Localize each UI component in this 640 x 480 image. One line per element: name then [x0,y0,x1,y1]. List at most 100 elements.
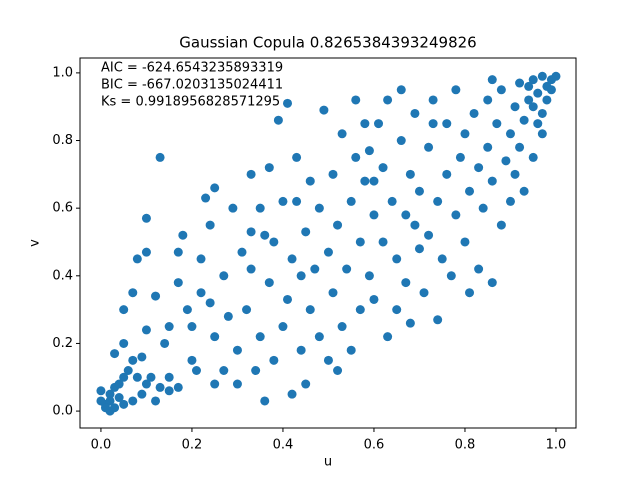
point [487,278,497,288]
point [155,382,165,392]
point [201,193,211,203]
point [237,247,247,257]
point [378,163,388,173]
point [292,196,302,206]
point [246,227,256,237]
point [128,355,138,365]
point [219,271,229,281]
point [396,136,406,146]
point [364,271,374,281]
point [205,220,215,230]
point [305,305,315,315]
point [96,396,106,406]
point [182,305,192,315]
point [333,220,343,230]
point [187,355,197,365]
point [492,119,502,129]
point [251,366,261,376]
point [319,105,329,115]
point [328,169,338,179]
plot-area [96,71,561,416]
x-tick-label: 0.4 [273,438,294,453]
point [196,288,206,298]
point [510,102,520,112]
point [451,210,461,220]
point [301,379,311,389]
point [474,264,484,274]
point [246,264,256,274]
x-tick-label: 0.2 [182,438,203,453]
point [369,176,379,186]
y-tick-label: 0.8 [52,133,73,148]
point [483,95,493,105]
point [355,305,365,315]
point [528,75,538,85]
y-tick-label: 0.6 [52,201,73,216]
point [392,305,402,315]
point [533,88,543,98]
point [451,85,461,95]
point [337,322,347,332]
point [260,396,270,406]
point [355,237,365,247]
point [392,254,402,264]
point [151,291,161,301]
point [114,379,124,389]
point [405,169,415,179]
point [278,322,288,332]
point [537,108,547,118]
point [119,338,129,348]
point [128,288,138,298]
point [346,196,356,206]
point [396,85,406,95]
point [369,210,379,220]
point [401,210,411,220]
point [264,278,274,288]
x-tick-label: 0.8 [455,438,476,453]
point [424,142,434,152]
point [160,338,170,348]
point [310,264,320,274]
point [515,78,525,88]
point [360,119,370,129]
point [515,142,525,152]
point [296,271,306,281]
point [283,98,293,108]
point [232,345,242,355]
point [292,152,302,162]
point [137,389,147,399]
point [164,386,174,396]
point [219,366,229,376]
point [414,186,424,196]
y-tick-label: 0.0 [52,404,73,419]
point [164,372,174,382]
point [151,396,161,406]
point [496,85,506,95]
x-tick-label: 1.0 [546,438,567,453]
point [537,71,547,81]
point [383,332,393,342]
point [210,379,220,389]
point [442,119,452,129]
point [205,298,215,308]
point [483,142,493,152]
y-tick-label: 0.2 [52,336,73,351]
point [260,230,270,240]
point [119,399,129,409]
point [173,247,183,257]
point [383,95,393,105]
point [510,169,520,179]
point [374,119,384,129]
point [524,95,534,105]
point [455,152,465,162]
point [255,332,265,342]
point [264,163,274,173]
point [314,332,324,342]
point [191,366,201,376]
point [210,332,220,342]
point [164,322,174,332]
x-tick-label: 0.6 [364,438,385,453]
annotation: AIC = -624.6543235893319 [101,61,283,76]
point [173,382,183,392]
